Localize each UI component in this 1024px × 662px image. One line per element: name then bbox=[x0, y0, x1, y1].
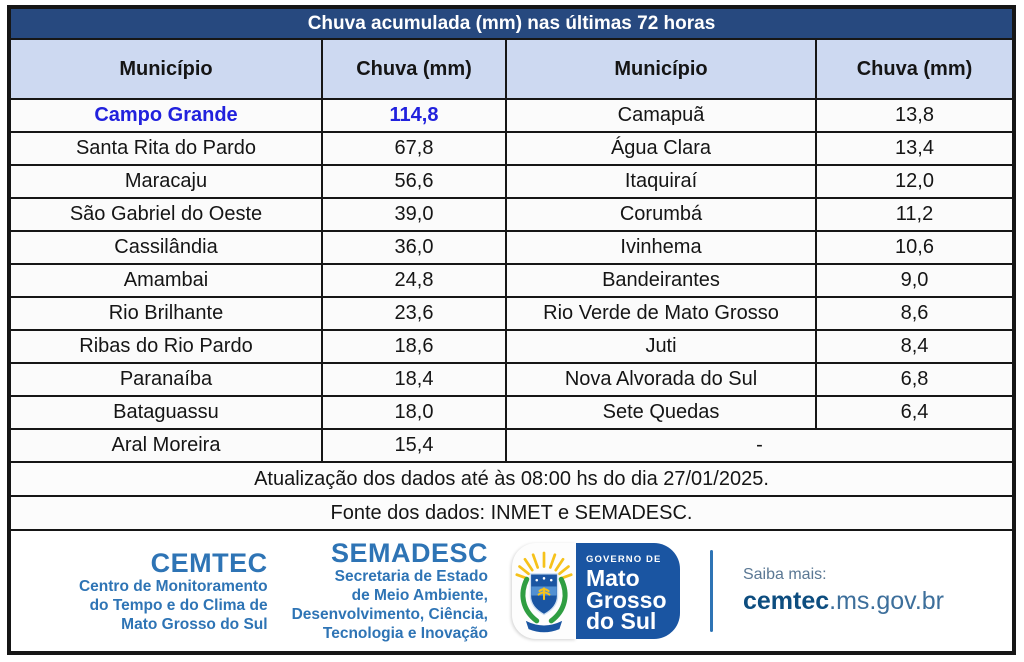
table-row: Aral Moreira 15,4 - bbox=[11, 430, 1012, 463]
chuva-cell: 6,8 bbox=[817, 364, 1012, 397]
chuva-cell: 6,4 bbox=[817, 397, 1012, 430]
governo-ms-wordmark: GOVERNO DE Mato Grosso do Sul bbox=[575, 543, 680, 639]
chuva-cell: 12,0 bbox=[817, 166, 1012, 199]
saiba-mais-block: Saiba mais: cemtec.ms.gov.br bbox=[743, 566, 944, 616]
municipio-cell: Maracaju bbox=[11, 166, 323, 199]
municipio-cell: Aral Moreira bbox=[11, 430, 323, 463]
municipio-cell: Amambai bbox=[11, 265, 323, 298]
table-header-row: Município Chuva (mm) Município Chuva (mm… bbox=[11, 40, 1012, 100]
chuva-cell: 18,6 bbox=[323, 331, 507, 364]
municipio-cell: Rio Verde de Mato Grosso bbox=[507, 298, 817, 331]
header-municipio-right: Município bbox=[507, 40, 817, 100]
municipio-cell: Camapuã bbox=[507, 100, 817, 133]
chuva-cell: 9,0 bbox=[817, 265, 1012, 298]
municipio-cell: Rio Brilhante bbox=[11, 298, 323, 331]
municipio-cell: Corumbá bbox=[507, 199, 817, 232]
chuva-cell: 11,2 bbox=[817, 199, 1012, 232]
chuva-cell: 23,6 bbox=[323, 298, 507, 331]
chuva-cell: 18,4 bbox=[323, 364, 507, 397]
cemtec-url-link[interactable]: cemtec.ms.gov.br bbox=[743, 587, 944, 616]
cemtec-subtitle: Mato Grosso do Sul bbox=[121, 615, 268, 633]
cemtec-name: CEMTEC bbox=[150, 547, 268, 578]
cemtec-logo: CEMTEC Centro de Monitoramento do Tempo … bbox=[79, 549, 268, 634]
table-row: Paranaíba 18,4 Nova Alvorada do Sul 6,8 bbox=[11, 364, 1012, 397]
municipio-cell: Juti bbox=[507, 331, 817, 364]
chuva-cell: 36,0 bbox=[323, 232, 507, 265]
table-row: Santa Rita do Pardo 67,8 Água Clara 13,4 bbox=[11, 133, 1012, 166]
branding-strip: CEMTEC Centro de Monitoramento do Tempo … bbox=[11, 531, 1012, 651]
municipio-cell: Ribas do Rio Pardo bbox=[11, 331, 323, 364]
update-note: Atualização dos dados até às 08:00 hs do… bbox=[11, 463, 1012, 497]
municipio-cell: Nova Alvorada do Sul bbox=[507, 364, 817, 397]
semadesc-subtitle: Tecnologia e Inovação bbox=[322, 625, 488, 642]
chuva-cell: 24,8 bbox=[323, 265, 507, 298]
cemtec-subtitle: Centro de Monitoramento bbox=[78, 577, 268, 595]
semadesc-logo: SEMADESC Secretaria de Estado de Meio Am… bbox=[292, 539, 488, 643]
municipio-cell: Bataguassu bbox=[11, 397, 323, 430]
semadesc-subtitle: Secretaria de Estado bbox=[334, 568, 488, 585]
governo-line: Grosso bbox=[585, 586, 667, 613]
cemtec-url-rest: .ms.gov.br bbox=[829, 587, 944, 615]
header-municipio-left: Município bbox=[11, 40, 323, 100]
header-chuva-left: Chuva (mm) bbox=[323, 40, 507, 100]
municipio-cell: Água Clara bbox=[507, 133, 817, 166]
municipio-cell: Bandeirantes bbox=[507, 265, 817, 298]
cemtec-url-bold: cemtec bbox=[742, 587, 830, 615]
table-row: São Gabriel do Oeste 39,0 Corumbá 11,2 bbox=[11, 199, 1012, 232]
chuva-cell: 56,6 bbox=[323, 166, 507, 199]
table-row: Amambai 24,8 Bandeirantes 9,0 bbox=[11, 265, 1012, 298]
table-row: Rio Brilhante 23,6 Rio Verde de Mato Gro… bbox=[11, 298, 1012, 331]
table-row: Campo Grande 114,8 Camapuã 13,8 bbox=[11, 100, 1012, 133]
chuva-cell: 39,0 bbox=[323, 199, 507, 232]
municipio-cell: Ivinhema bbox=[507, 232, 817, 265]
empty-merged-cell: - bbox=[507, 430, 1012, 463]
table-row: Maracaju 56,6 Itaquiraí 12,0 bbox=[11, 166, 1012, 199]
chuva-cell: 8,4 bbox=[817, 331, 1012, 364]
chuva-cell: 67,8 bbox=[323, 133, 507, 166]
chuva-cell: 114,8 bbox=[323, 100, 507, 133]
governo-line: do Sul bbox=[585, 608, 657, 634]
table-row: Bataguassu 18,0 Sete Quedas 6,4 bbox=[11, 397, 1012, 430]
source-note: Fonte dos dados: INMET e SEMADESC. bbox=[11, 497, 1012, 531]
chuva-cell: 18,0 bbox=[323, 397, 507, 430]
municipio-cell: Paranaíba bbox=[11, 364, 323, 397]
chuva-cell: 13,8 bbox=[817, 100, 1012, 133]
municipio-cell: São Gabriel do Oeste bbox=[11, 199, 323, 232]
governo-ms-logo: GOVERNO DE Mato Grosso do Sul bbox=[511, 543, 680, 639]
municipio-cell: Cassilândia bbox=[11, 232, 323, 265]
table-row: Cassilândia 36,0 Ivinhema 10,6 bbox=[11, 232, 1012, 265]
cemtec-subtitle: do Tempo e do Clima de bbox=[89, 596, 268, 614]
municipio-cell: Santa Rita do Pardo bbox=[11, 133, 323, 166]
header-chuva-right: Chuva (mm) bbox=[817, 40, 1012, 100]
table-title: Chuva acumulada (mm) nas últimas 72 hora… bbox=[11, 9, 1012, 40]
municipio-cell: Sete Quedas bbox=[507, 397, 817, 430]
chuva-cell: 15,4 bbox=[323, 430, 507, 463]
chuva-cell: 10,6 bbox=[817, 232, 1012, 265]
rainfall-table-panel: Chuva acumulada (mm) nas últimas 72 hora… bbox=[7, 5, 1016, 655]
semadesc-subtitle: de Meio Ambiente, bbox=[351, 587, 488, 604]
governo-eyebrow: GOVERNO DE bbox=[585, 554, 662, 565]
chuva-cell: 8,6 bbox=[817, 298, 1012, 331]
chuva-cell: 13,4 bbox=[817, 133, 1012, 166]
ms-coat-of-arms-icon bbox=[511, 543, 576, 639]
vertical-divider bbox=[709, 550, 713, 632]
municipio-cell: Campo Grande bbox=[11, 100, 323, 133]
semadesc-subtitle: Desenvolvimento, Ciência, bbox=[291, 606, 488, 623]
governo-line: Mato bbox=[585, 565, 640, 591]
saiba-mais-label: Saiba mais: bbox=[742, 566, 827, 583]
table-row: Ribas do Rio Pardo 18,6 Juti 8,4 bbox=[11, 331, 1012, 364]
semadesc-name: SEMADESC bbox=[330, 538, 488, 568]
municipio-cell: Itaquiraí bbox=[507, 166, 817, 199]
